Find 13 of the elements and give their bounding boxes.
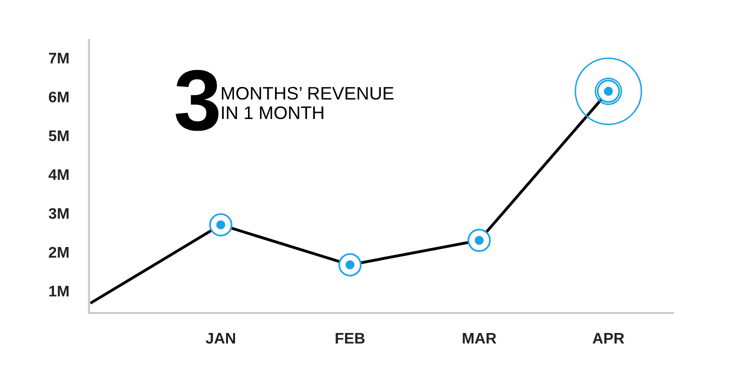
y-tick-label: 6M [48,92,69,102]
x-tick-label: APR [592,333,624,344]
y-tick-label: 5M [48,130,69,142]
x-tick-label: FEB [336,333,365,344]
y-tick-label: 7M [48,52,69,64]
y-tick-label: 4M [48,169,69,180]
annotation: MONTHS’ REVENUE IN 1 MONTH [222,86,394,120]
x-tick-label: MAR [462,333,496,344]
x-tick-label: JAN [206,333,236,344]
y-tick-label: 1M [49,286,69,296]
y-tick-label: 2M [48,246,69,258]
y-tick-label: 3M [48,208,69,219]
annotation: 3 [176,70,218,131]
